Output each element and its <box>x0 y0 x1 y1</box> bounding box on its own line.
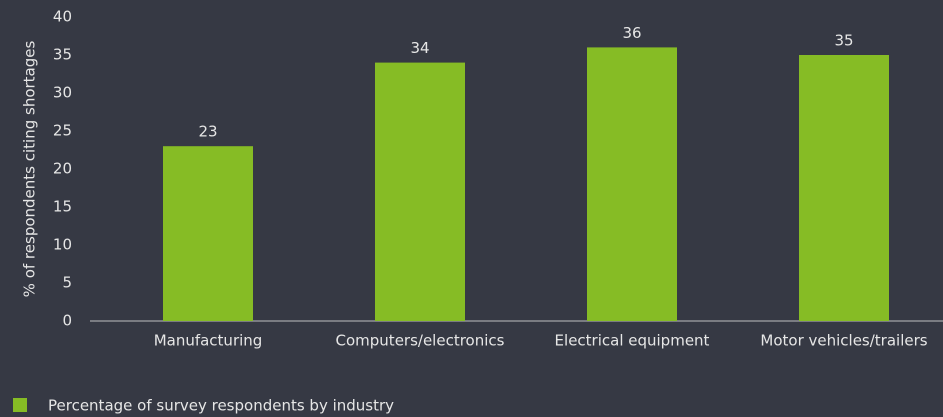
legend-label: Percentage of survey respondents by indu… <box>48 397 394 415</box>
y-tick-label: 15 <box>53 198 72 216</box>
legend-swatch <box>13 398 27 412</box>
x-tick-label: Computers/electronics <box>336 332 505 350</box>
data-label: 23 <box>198 123 217 141</box>
y-tick-label: 10 <box>53 236 72 254</box>
y-tick-label: 5 <box>62 274 72 292</box>
y-tick-label: 0 <box>62 312 72 330</box>
bar <box>163 146 253 321</box>
bar <box>375 62 465 321</box>
x-tick-label: Manufacturing <box>154 332 263 350</box>
bar <box>799 55 889 321</box>
y-tick-label: 20 <box>53 160 72 178</box>
data-label: 36 <box>622 24 641 42</box>
y-tick-label: 25 <box>53 122 72 140</box>
y-axis-label: % of respondents citing shortages <box>21 41 39 298</box>
bar <box>587 47 677 322</box>
data-label: 35 <box>834 32 853 50</box>
data-label: 34 <box>410 39 429 57</box>
y-tick-label: 40 <box>53 8 72 26</box>
y-tick-label: 30 <box>53 84 72 102</box>
x-tick-label: Motor vehicles/trailers <box>760 332 927 350</box>
y-tick-label: 35 <box>53 46 72 64</box>
x-tick-label: Electrical equipment <box>555 332 710 350</box>
